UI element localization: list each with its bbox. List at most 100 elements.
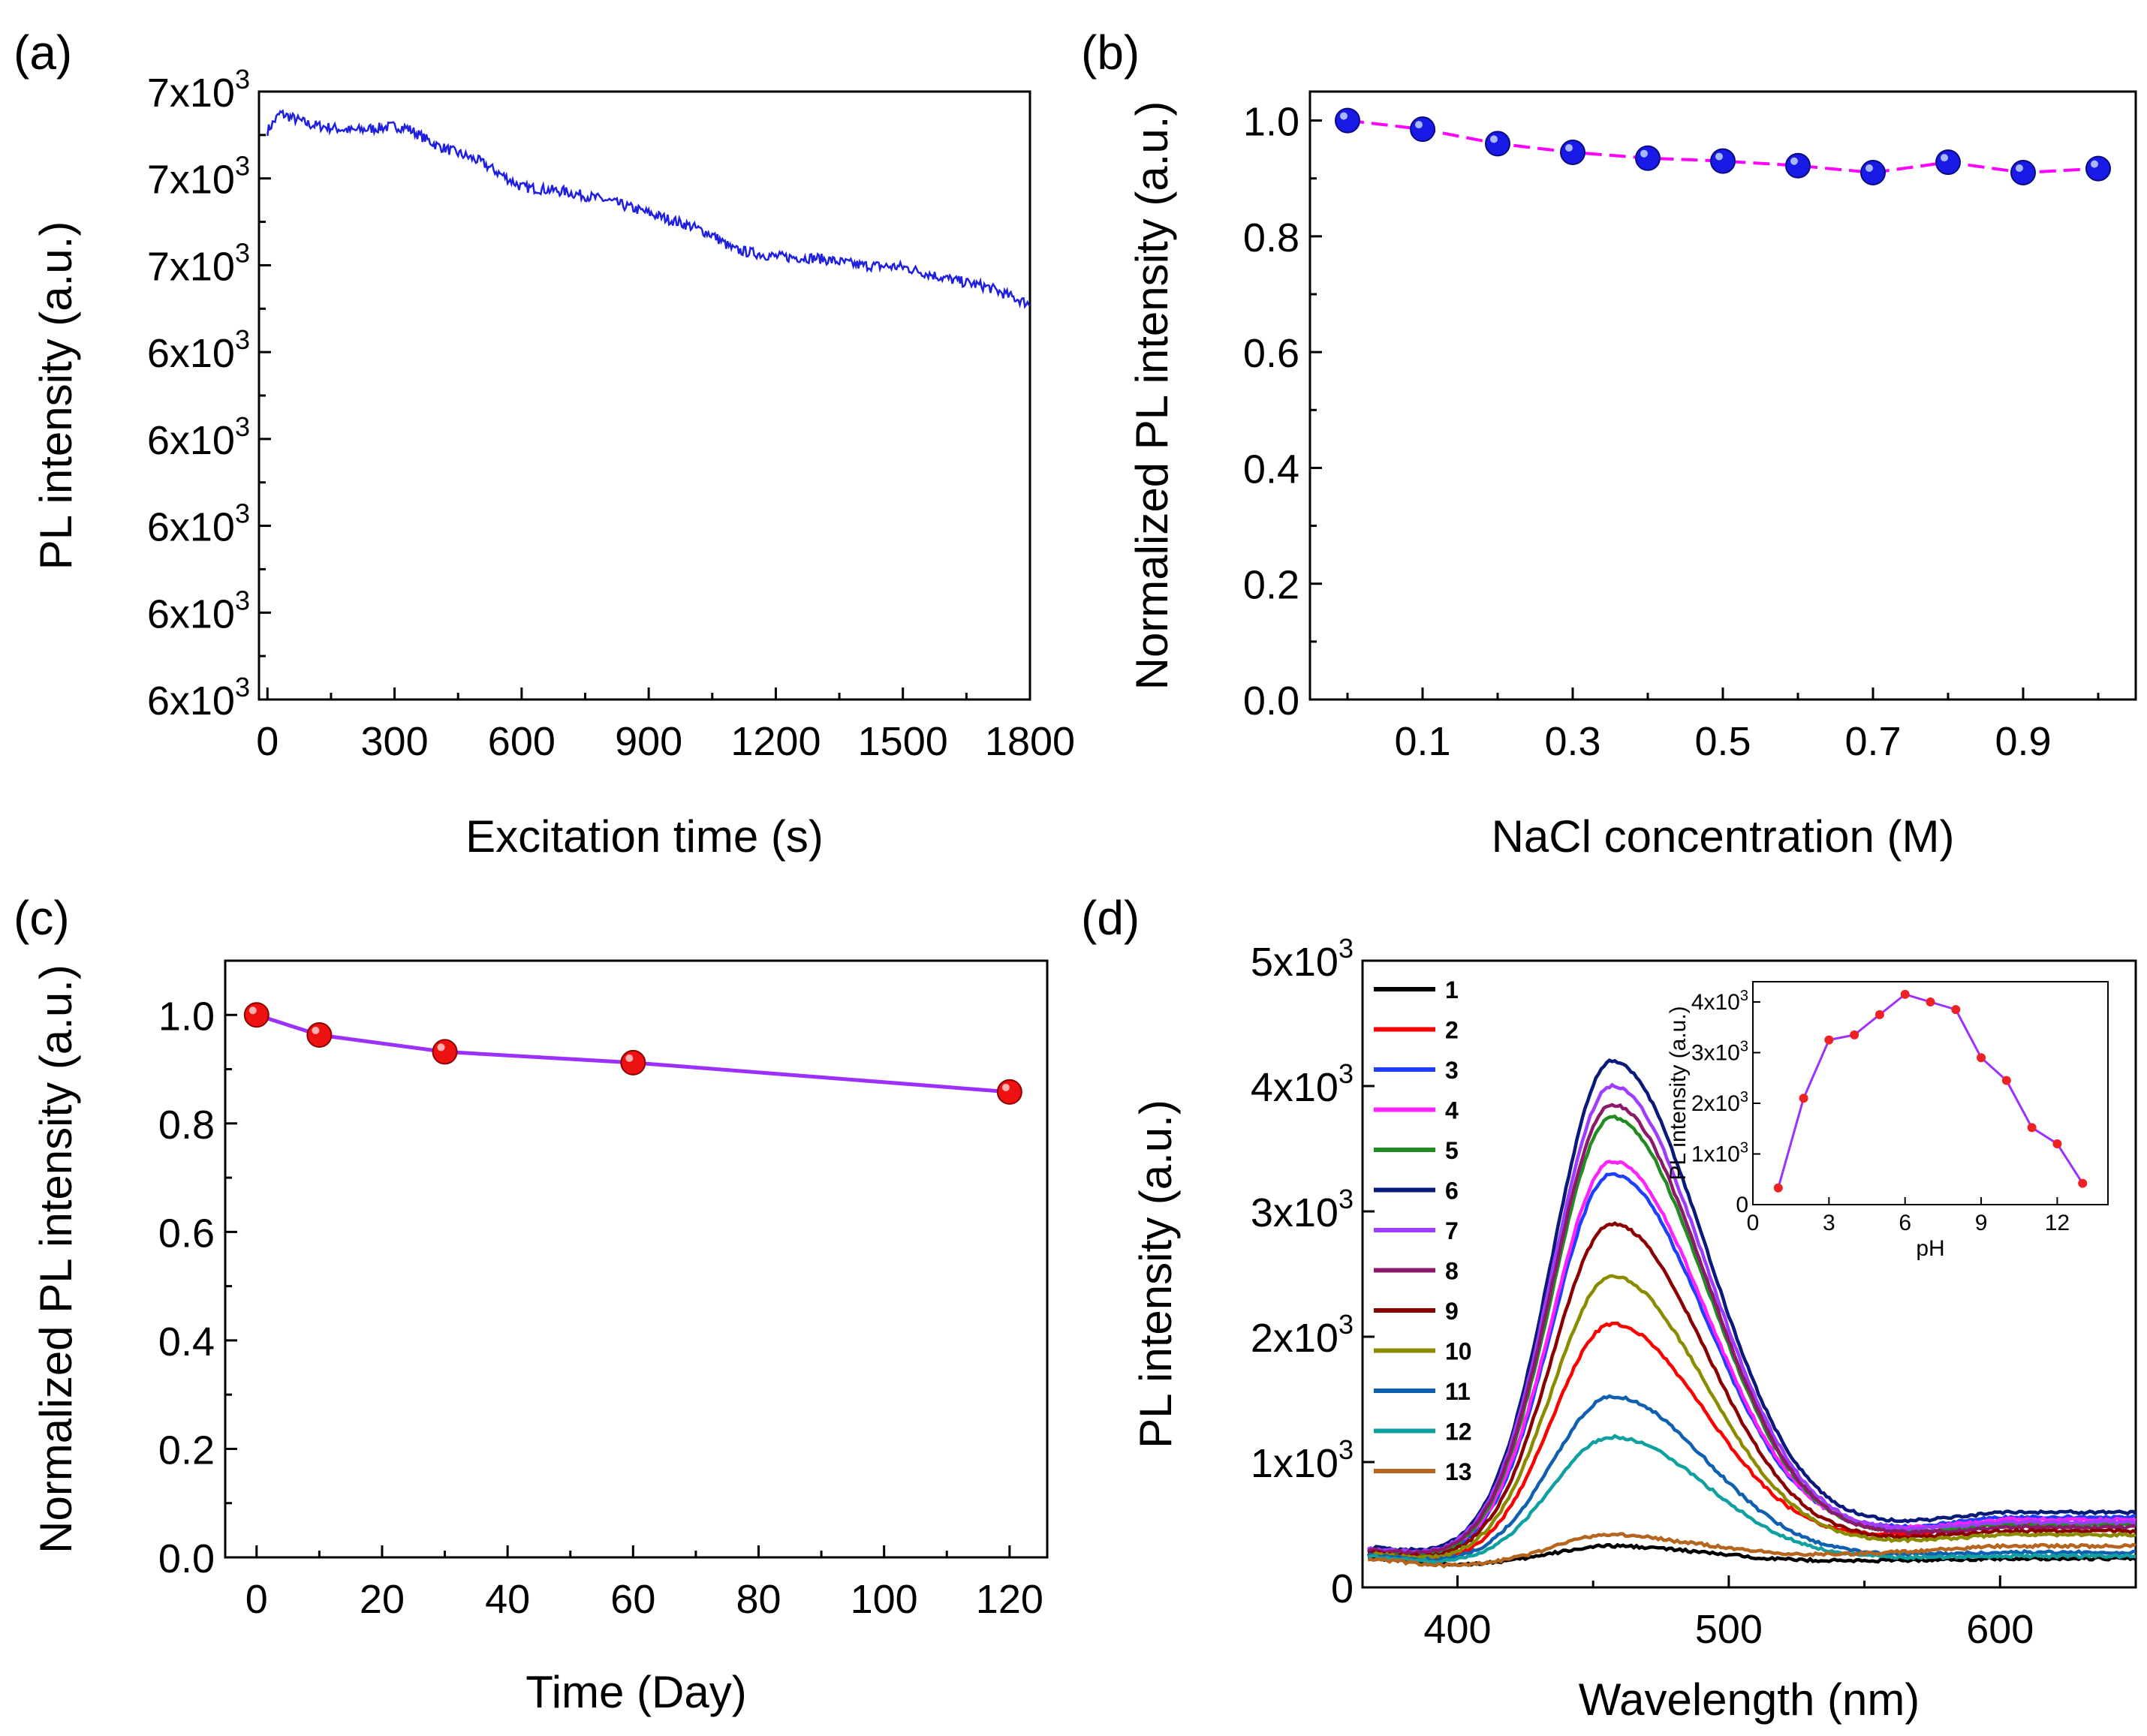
legend-label: 11	[1445, 1378, 1471, 1405]
inset-point	[1951, 1005, 1961, 1015]
pl-trace-a	[266, 109, 1031, 309]
inset-point	[1900, 989, 1910, 999]
panel-a: (a) 0 300 600 900 1200 1500 1800 6x103 6x103 6x103…	[14, 26, 1075, 862]
legend-label: 12	[1445, 1419, 1472, 1446]
y-tick-label: 6x103	[147, 324, 250, 376]
inset-point	[2052, 1139, 2062, 1148]
nacl-line	[1347, 119, 2099, 175]
spectrum-ph-9	[1367, 1221, 2136, 1559]
y-tick-label: 0.0	[158, 1536, 215, 1581]
inset-y-tick-label: 1x103	[1691, 1140, 1748, 1167]
x-tick-label: 600	[1966, 1607, 2034, 1652]
nacl-point	[2085, 155, 2111, 182]
y-tick-label: 0.2	[158, 1428, 215, 1473]
x-tick-label: 0.7	[1844, 719, 1901, 764]
spectrum-ph-12	[1367, 1434, 2136, 1564]
x-tick-label: 1200	[730, 719, 821, 764]
spectrum-ph-13	[1367, 1532, 2136, 1569]
stability-point	[432, 1039, 458, 1065]
y-tick-label: 0.6	[1243, 331, 1299, 376]
nacl-point-highlight	[1865, 164, 1873, 172]
panel-d: (d)400 500 60001x1032x1033x1034x1035x10312…	[1081, 891, 2137, 1725]
x-tick-label: 0	[256, 719, 279, 764]
y-tick-label: 0.4	[158, 1319, 215, 1364]
y-tick-label: 1.0	[1243, 100, 1299, 145]
inset-point	[2027, 1123, 2037, 1133]
y-tick-label: 3x103	[1251, 1184, 1354, 1235]
panel-d-frame	[1361, 959, 2137, 1589]
y-tick-label: 1.0	[158, 994, 215, 1039]
x-tick-label: 1800	[985, 719, 1075, 764]
spectrum-ph-8	[1367, 1103, 2136, 1556]
panel-a-frame	[257, 90, 1031, 701]
legend-label: 2	[1445, 1017, 1459, 1044]
x-axis-label: Time (Day)	[525, 1667, 746, 1717]
nacl-point	[1485, 131, 1510, 157]
inset-frame	[1752, 981, 2109, 1205]
nacl-point-highlight	[1715, 152, 1723, 161]
panel-b: (b) 0.1 0.3 0.5 0.7 0.9 0.0 0.2 0.4 0.6 0.8 1.0 NaCl…	[1081, 26, 2137, 862]
inset-point	[1850, 1030, 1859, 1039]
nacl-point-highlight	[2016, 164, 2023, 172]
stability-point	[243, 1002, 270, 1028]
x-tick-label: 0	[245, 1577, 268, 1622]
x-tick-label: 0.5	[1694, 719, 1751, 764]
x-tick-label: 300	[361, 719, 429, 764]
x-tick-label: 400	[1423, 1607, 1491, 1652]
x-tick-label: 120	[976, 1577, 1043, 1622]
nacl-point	[1860, 160, 1886, 185]
panel-label-d: (d)	[1081, 891, 1140, 945]
x-tick-label: 500	[1695, 1607, 1763, 1652]
x-tick-label: 20	[360, 1577, 405, 1622]
y-tick-label: 0.4	[1243, 447, 1299, 492]
inset-point	[2001, 1076, 2011, 1085]
inset-point	[1874, 1009, 1884, 1019]
legend-label: 1	[1445, 976, 1459, 1003]
y-tick-label: 4x103	[1251, 1058, 1354, 1110]
spectrum-ph-11	[1366, 1394, 2136, 1563]
nacl-point-highlight	[1340, 112, 1348, 120]
inset-x-axis-label: pH	[1916, 1236, 1944, 1261]
inset-y-tick-label: 0	[1736, 1193, 1748, 1217]
legend-label: 7	[1445, 1217, 1459, 1244]
stability-point-highlight	[248, 1006, 257, 1015]
nacl-point	[1560, 140, 1585, 165]
y-tick-label: 0.2	[1243, 563, 1299, 608]
x-tick-label: 0.1	[1394, 719, 1450, 764]
inset-x-tick-label: 9	[1975, 1211, 1988, 1235]
stability-point	[996, 1079, 1022, 1105]
y-axis-label: Normalized PL intensity (a.u.)	[31, 964, 81, 1554]
nacl-point-highlight	[1790, 157, 1798, 165]
inset-y-tick-label: 2x103	[1691, 1089, 1748, 1116]
x-tick-label: 1500	[858, 719, 948, 764]
spectrum-ph-6	[1367, 1058, 2137, 1554]
y-tick-label: 7x103	[147, 64, 250, 116]
x-axis-label: Wavelength (nm)	[1579, 1674, 1920, 1725]
x-tick-label: 600	[488, 719, 556, 764]
nacl-point	[2010, 160, 2036, 185]
nacl-point-highlight	[1415, 121, 1423, 129]
nacl-point	[1635, 145, 1661, 171]
y-tick-label: 6x103	[147, 411, 250, 463]
spectrum-ph-4	[1367, 1160, 2136, 1557]
y-tick-label: 1x103	[1251, 1434, 1354, 1486]
y-tick-label: 7x103	[147, 151, 250, 203]
x-tick-label: 80	[736, 1577, 781, 1622]
x-tick-label: 100	[851, 1577, 918, 1622]
nacl-point-highlight	[1490, 135, 1498, 143]
spectrum-ph-10	[1368, 1274, 2136, 1560]
nacl-point-highlight	[1640, 149, 1648, 158]
inset-point	[1799, 1094, 1808, 1103]
nacl-point	[1710, 148, 1736, 174]
panel-c: (c) 0 20 40 60 80 100 120 0.0 0.2 0.4 0.6 0.8 1.0 Time…	[14, 891, 1049, 1717]
legend-label: 4	[1445, 1097, 1459, 1124]
y-tick-label: 0.8	[1243, 215, 1299, 260]
legend-label: 13	[1445, 1458, 1472, 1485]
inset-point	[2078, 1178, 2088, 1188]
nacl-point-highlight	[1941, 154, 1948, 162]
y-tick-label: 0	[1331, 1566, 1354, 1611]
inset-point	[1926, 997, 1935, 1006]
stability-point-highlight	[312, 1027, 320, 1035]
x-axis-label: NaCl concentration (M)	[1492, 811, 1955, 862]
